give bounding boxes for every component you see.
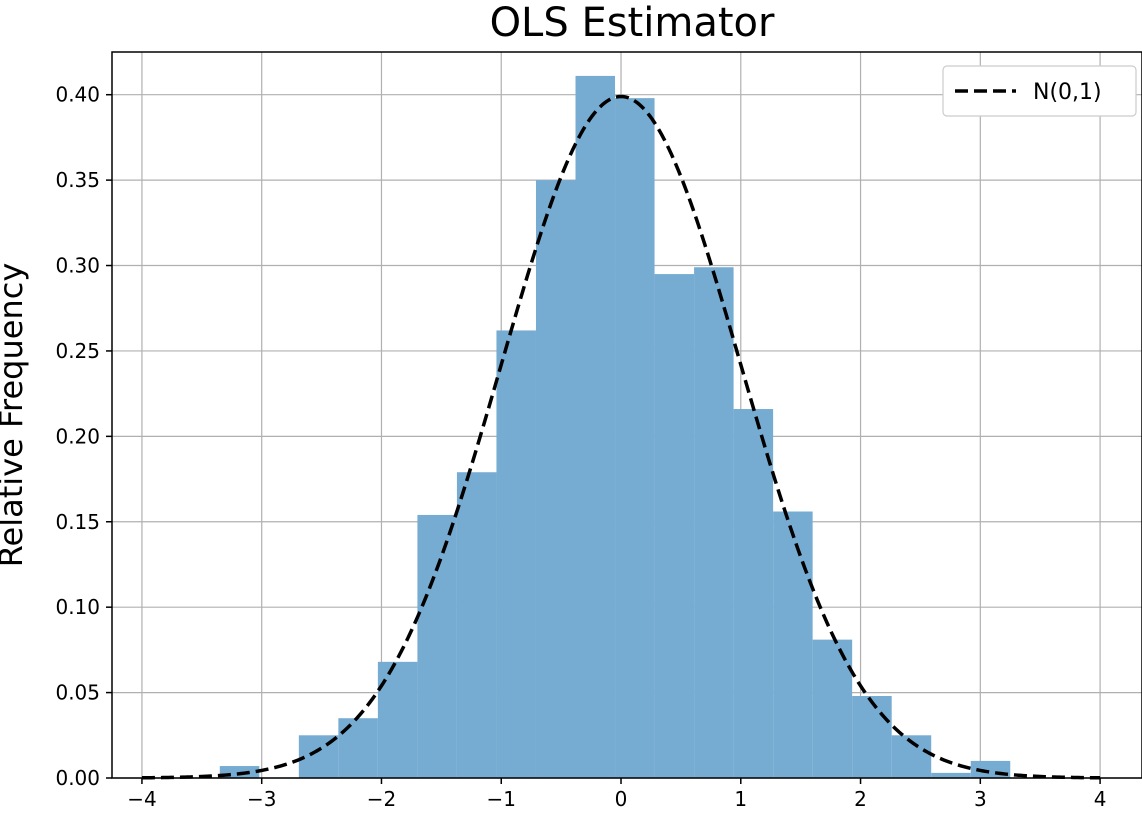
x-axis-ticks: −4 −3 −2 −1 0 1 2 3 4: [127, 778, 1106, 811]
histogram-bar: [694, 267, 734, 778]
y-axis-ticks: 0.00 0.05 0.10 0.15 0.20 0.25 0.30 0.35 0.40: [55, 83, 112, 790]
histogram-bar: [852, 696, 892, 778]
x-tick-label: −4: [127, 787, 156, 811]
histogram-bar: [615, 98, 655, 778]
x-tick-label: −3: [247, 787, 276, 811]
legend-box: [942, 65, 1137, 117]
histogram-bar: [417, 514, 457, 778]
plot-frame: [111, 51, 1142, 779]
histogram-bar: [496, 330, 536, 778]
histogram-bar: [535, 180, 576, 778]
x-tick-label: 1: [734, 787, 747, 811]
normal-curve-layer: [141, 94, 1101, 780]
y-tick-label: 0.35: [55, 168, 100, 192]
y-tick-label: 0.05: [55, 681, 100, 705]
normal-curve-line: [141, 94, 1101, 780]
histogram-bar: [931, 772, 971, 778]
y-tick-label: 0.00: [55, 766, 100, 790]
chart-title: OLS Estimator: [490, 0, 775, 46]
y-tick-label: 0.25: [55, 339, 100, 363]
y-tick-label: 0.15: [55, 510, 100, 534]
histogram-bars: [219, 75, 1011, 779]
y-axis-label: Relative Frequency: [0, 263, 30, 568]
x-tick-label: 4: [1094, 787, 1107, 811]
x-tick-label: −2: [367, 787, 396, 811]
x-tick-label: 2: [854, 787, 867, 811]
histogram-bar: [733, 409, 774, 778]
histogram-bar: [773, 511, 813, 778]
y-tick-label: 0.10: [55, 595, 100, 619]
histogram-bar: [575, 75, 616, 779]
y-tick-label: 0.20: [55, 424, 100, 448]
histogram-bar: [456, 472, 497, 778]
x-tick-label: −1: [487, 787, 516, 811]
x-tick-label: 0: [615, 787, 628, 811]
y-tick-label: 0.40: [55, 83, 100, 107]
histogram-bar: [654, 274, 695, 778]
histogram-bar: [812, 639, 853, 778]
y-tick-label: 0.30: [55, 254, 100, 278]
histogram-bar: [338, 718, 378, 778]
x-tick-label: 3: [974, 787, 987, 811]
legend-label-normal: N(0,1): [1033, 80, 1102, 105]
legend: N(0,1): [942, 65, 1137, 117]
